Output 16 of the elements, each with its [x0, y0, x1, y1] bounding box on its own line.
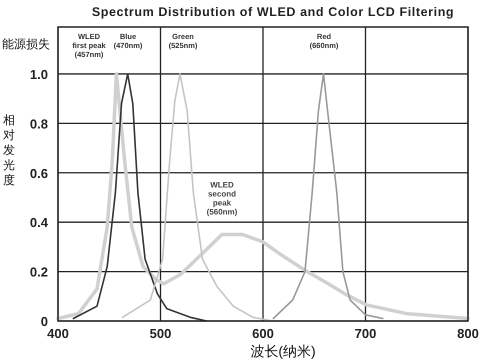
y-tick-label: 0.8	[30, 116, 48, 132]
x-tick-label: 600	[252, 326, 274, 341]
x-tick-label: 700	[354, 326, 376, 341]
y-tick-label: 0.2	[30, 264, 48, 280]
annotation: WLED second peak (560nm)	[206, 180, 238, 217]
y-tick-label: 0	[40, 314, 48, 329]
y-tick-label: 0.6	[30, 166, 48, 181]
y-axis-title: 相对发光度	[3, 113, 15, 187]
x-tick-label: 800	[457, 326, 479, 341]
y-tick-label: 0.4	[30, 215, 49, 230]
y-tick-label: 1.0	[30, 66, 48, 82]
text: 能源损失	[2, 37, 50, 51]
x-tick-label: 400	[47, 326, 69, 341]
x-tick-label: 500	[150, 326, 172, 341]
x-axis-title: 波长(纳米)	[250, 343, 316, 359]
chart-title: Spectrum Distribution of WLED and Color LCD Filtering	[92, 5, 454, 19]
